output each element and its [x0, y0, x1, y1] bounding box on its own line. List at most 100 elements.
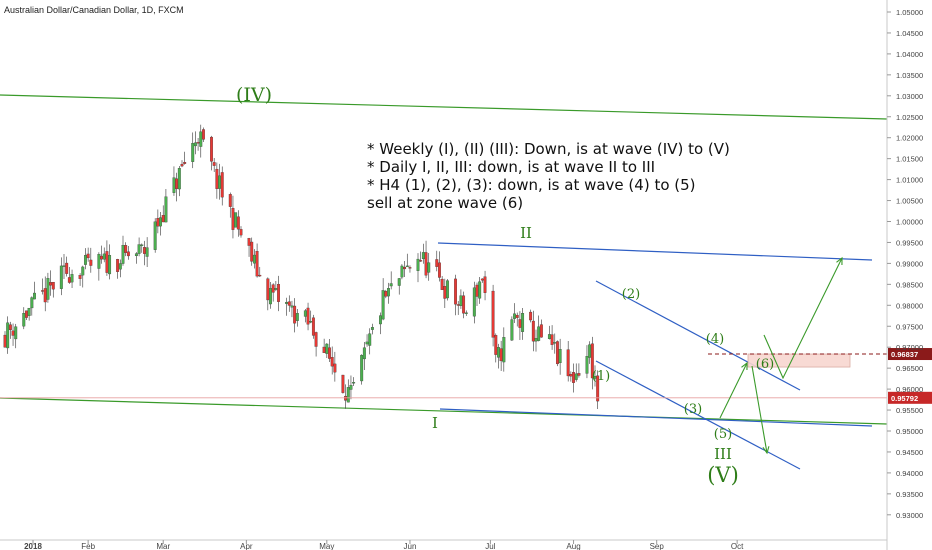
x-tick-label: Aug [566, 542, 580, 550]
candle-body [435, 259, 439, 267]
y-tick-label: 1.03500 [896, 71, 923, 80]
candle-body [108, 255, 112, 275]
candle-body [311, 317, 315, 336]
candle-body [193, 142, 197, 147]
candle-body [43, 288, 47, 303]
candle-body [65, 262, 69, 274]
x-tick-label: 2018 [24, 542, 42, 550]
candle-body [287, 301, 291, 306]
candle-body [558, 349, 562, 364]
candle-body [46, 278, 50, 300]
candle-body [97, 254, 101, 269]
y-tick-label: 0.94500 [896, 448, 923, 457]
wave-label-iv: (IV) [236, 84, 272, 106]
x-tick-label: Jul [485, 542, 495, 550]
wave-label-ii: II [520, 224, 532, 242]
candle-body [572, 372, 575, 383]
candle-body [183, 162, 187, 164]
wave-label-4: (4) [706, 332, 724, 347]
candle-body [199, 131, 203, 147]
candle-body [86, 253, 90, 259]
candle-body [11, 330, 15, 336]
candle-body [389, 283, 393, 287]
candle-body [14, 326, 18, 340]
y-tick-label: 1.05000 [896, 8, 923, 17]
candle-body [156, 218, 160, 227]
candle-body [89, 259, 93, 266]
y-tick-label: 0.98500 [896, 280, 923, 289]
candle-body [330, 357, 334, 367]
y-tick-label: 1.01500 [896, 155, 923, 164]
y-tick-label: 0.93000 [896, 511, 923, 520]
candle-body [553, 342, 557, 344]
arrow-alternate-up [763, 257, 843, 380]
candle-body [180, 163, 184, 167]
y-tick-label: 1.00500 [896, 197, 923, 206]
y-tick-label: 0.97500 [896, 322, 923, 331]
candle-body [247, 238, 251, 246]
candle-body [153, 221, 157, 250]
candle-body [266, 278, 270, 301]
candle-body [126, 251, 130, 257]
candle-body [472, 287, 476, 317]
candle-body [250, 241, 254, 262]
candle-body [328, 347, 331, 359]
candle-body [427, 262, 431, 273]
candle-body [421, 252, 425, 260]
note-line-4: sell at zone wave (6) [367, 194, 523, 212]
candle-body [84, 255, 87, 265]
trendlines [0, 94, 888, 470]
candle-body [384, 291, 388, 297]
candle-body [8, 324, 12, 331]
y-tick-label: 1.01000 [896, 176, 923, 185]
candle-body [494, 335, 498, 355]
wave-label-2: (2) [622, 287, 640, 302]
arrow-to-wave-v [751, 365, 768, 454]
candles [3, 124, 600, 410]
candle-body [67, 277, 71, 283]
candle-body [459, 295, 463, 306]
candle-body [124, 245, 128, 253]
candle-body [368, 333, 372, 346]
candle-body [349, 385, 353, 390]
candle-body [30, 297, 34, 309]
x-tick-label: Mar [156, 542, 170, 550]
overlay: 0.96837 0.95792 [0, 256, 932, 455]
candle-body [159, 217, 162, 227]
candle-body [306, 307, 310, 325]
candle-body [515, 314, 519, 318]
candle-body [556, 341, 559, 365]
candle-body [454, 278, 457, 305]
last-price-label: 0.95792 [891, 394, 918, 403]
candle-body [3, 334, 7, 348]
candle-body [277, 283, 280, 302]
candle-body [510, 319, 514, 341]
candle-body [403, 267, 407, 270]
candle-body [529, 311, 533, 321]
candle-body [456, 304, 460, 306]
candle-body [236, 216, 240, 230]
time-axis: 2018 Feb Mar Apr May Jun Jul Aug Sep Oct [24, 540, 744, 550]
candle-body [574, 373, 578, 380]
y-tick-label: 1.04500 [896, 29, 923, 38]
arrow-to-wave-6 [719, 362, 748, 419]
candle-body [271, 284, 275, 293]
candle-body [408, 267, 412, 269]
y-tick-label: 0.95500 [896, 406, 923, 415]
candle-body [596, 375, 600, 402]
candle-body [518, 319, 522, 328]
candle-body [6, 322, 10, 349]
candle-body [295, 313, 299, 321]
candle-body [177, 168, 181, 190]
candle-body [118, 263, 122, 270]
candle-body [191, 143, 195, 162]
candle-body [51, 281, 55, 290]
candle-body [446, 280, 449, 299]
candle-body [172, 177, 176, 193]
candle-body [419, 260, 423, 262]
candle-body [309, 321, 313, 323]
candle-body [59, 265, 63, 289]
sell-level-price-box [888, 348, 932, 361]
candle-body [480, 278, 484, 281]
